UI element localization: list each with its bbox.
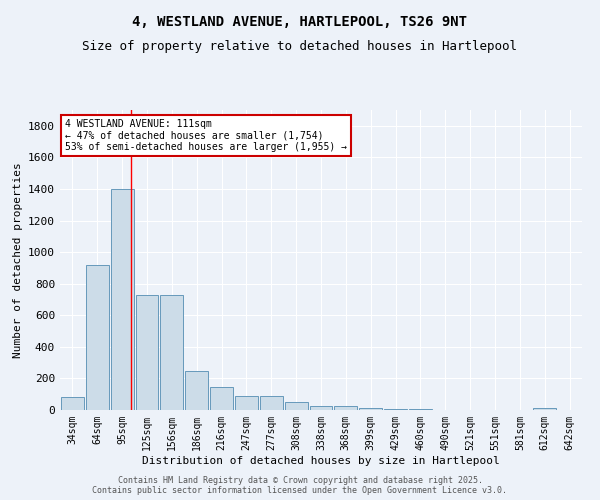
Bar — [111, 189, 134, 410]
Text: Contains HM Land Registry data © Crown copyright and database right 2025.
Contai: Contains HM Land Registry data © Crown c… — [92, 476, 508, 495]
Bar — [260, 396, 283, 410]
Bar — [136, 294, 158, 410]
Bar — [285, 402, 308, 410]
Bar — [384, 409, 407, 410]
Bar — [160, 294, 183, 410]
Bar — [210, 387, 233, 410]
Bar — [310, 406, 332, 410]
Text: 4, WESTLAND AVENUE, HARTLEPOOL, TS26 9NT: 4, WESTLAND AVENUE, HARTLEPOOL, TS26 9NT — [133, 15, 467, 29]
X-axis label: Distribution of detached houses by size in Hartlepool: Distribution of detached houses by size … — [142, 456, 500, 466]
Bar — [409, 409, 432, 410]
Bar — [86, 264, 109, 410]
Bar — [533, 408, 556, 410]
Bar — [185, 372, 208, 410]
Bar — [359, 408, 382, 410]
Y-axis label: Number of detached properties: Number of detached properties — [13, 162, 23, 358]
Text: Size of property relative to detached houses in Hartlepool: Size of property relative to detached ho… — [83, 40, 517, 53]
Text: 4 WESTLAND AVENUE: 111sqm
← 47% of detached houses are smaller (1,754)
53% of se: 4 WESTLAND AVENUE: 111sqm ← 47% of detac… — [65, 119, 347, 152]
Bar — [61, 398, 84, 410]
Bar — [235, 396, 258, 410]
Bar — [334, 406, 357, 410]
